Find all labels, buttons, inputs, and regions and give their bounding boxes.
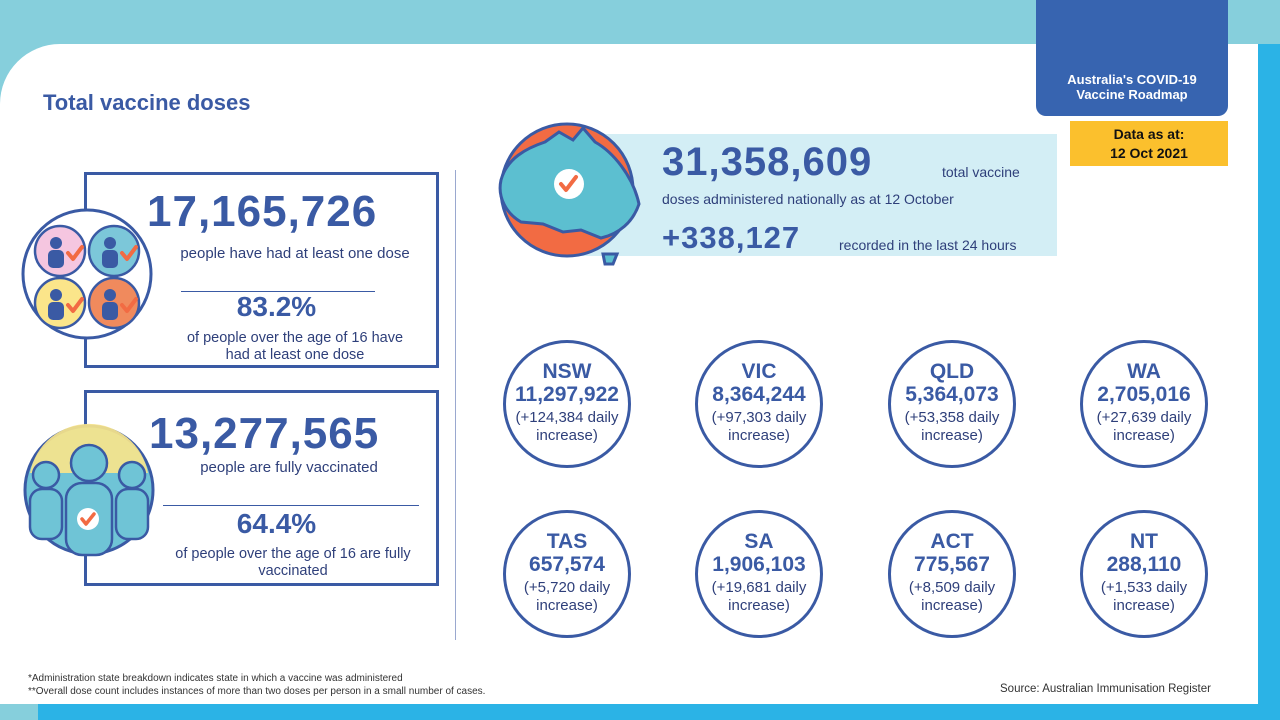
first-dose-count-desc: people have had at least one dose	[180, 245, 410, 262]
state-increase: (+5,720 daily increase)	[506, 579, 628, 615]
state-circle-act: ACT 775,567 (+8,509 daily increase)	[888, 510, 1016, 638]
footnote-dose-count: **Overall dose count includes instances …	[28, 686, 486, 697]
first-dose-percent: 83.2%	[236, 291, 317, 322]
state-increase: (+27,639 daily increase)	[1083, 409, 1205, 445]
fully-vaccinated-count-desc: people are fully vaccinated	[200, 459, 378, 476]
state-increase-line2: increase)	[728, 597, 790, 614]
state-value: 288,110	[1106, 553, 1182, 576]
state-increase-line2: increase)	[921, 427, 983, 444]
australia-map-icon	[498, 122, 641, 266]
state-increase-line1: (+124,384 daily	[515, 409, 619, 426]
state-circle-sa: SA 1,906,103 (+19,681 daily increase)	[695, 510, 823, 638]
data-as-at-badge: Data as at: 12 Oct 2021	[1070, 121, 1228, 166]
state-circle-qld: QLD 5,364,073 (+53,358 daily increase)	[888, 340, 1016, 468]
state-increase: (+53,358 daily increase)	[891, 409, 1013, 445]
fully-vaccinated-percent: 64.4%	[236, 508, 317, 539]
state-increase: (+1,533 daily increase)	[1083, 579, 1205, 615]
state-increase-line1: (+97,303 daily	[711, 409, 807, 426]
first-dose-rule	[181, 291, 375, 292]
national-total-suffix: total vaccine	[942, 164, 1020, 180]
page-title: Total vaccine doses	[43, 90, 251, 115]
state-name: TAS	[546, 530, 588, 553]
state-circle-tas: TAS 657,574 (+5,720 daily increase)	[503, 510, 631, 638]
people-group-icon	[21, 208, 153, 340]
national-total: 31,358,609	[662, 140, 873, 184]
right-border-band	[1258, 44, 1280, 720]
state-increase-line2: increase)	[728, 427, 790, 444]
state-name: SA	[744, 530, 774, 553]
bottom-border-band	[38, 704, 1280, 720]
state-name: NT	[1130, 530, 1158, 553]
state-increase-line2: increase)	[536, 597, 598, 614]
state-name: VIC	[741, 360, 777, 383]
national-total-desc: doses administered nationally as at 12 O…	[662, 191, 954, 207]
state-name: WA	[1127, 360, 1161, 383]
roadmap-line1: Australia's COVID-19	[1067, 72, 1197, 87]
first-dose-box: 17,165,726 people have had at least one …	[84, 172, 439, 368]
state-increase: (+19,681 daily increase)	[698, 579, 820, 615]
crowd-icon	[23, 423, 155, 557]
fully-vaccinated-rule	[163, 505, 419, 506]
state-name: ACT	[930, 530, 974, 553]
first-dose-percent-desc: of people over the age of 16 have had at…	[186, 330, 404, 363]
state-increase: (+97,303 daily increase)	[698, 409, 820, 445]
state-increase-line1: (+19,681 daily	[711, 579, 807, 596]
data-as-at-label: Data as at:	[1113, 125, 1185, 142]
state-increase-line1: (+27,639 daily	[1096, 409, 1192, 426]
state-increase-line1: (+1,533 daily	[1100, 579, 1188, 596]
roadmap-tab: Australia's COVID-19 Vaccine Roadmap	[1036, 0, 1228, 116]
roadmap-line2: Vaccine Roadmap	[1076, 87, 1188, 102]
state-circle-wa: WA 2,705,016 (+27,639 daily increase)	[1080, 340, 1208, 468]
state-value: 11,297,922	[515, 383, 619, 406]
state-increase-line2: increase)	[1113, 597, 1175, 614]
first-dose-count: 17,165,726	[147, 187, 378, 236]
source-label: Source: Australian Immunisation Register	[1000, 683, 1211, 695]
state-value: 8,364,244	[712, 383, 806, 406]
national-increase-desc: recorded in the last 24 hours	[839, 237, 1017, 253]
state-value: 657,574	[529, 553, 605, 576]
state-circle-vic: VIC 8,364,244 (+97,303 daily increase)	[695, 340, 823, 468]
national-increase: +338,127	[662, 220, 801, 255]
state-increase-line2: increase)	[1113, 427, 1175, 444]
state-value: 5,364,073	[905, 383, 999, 406]
state-circle-nsw: NSW 11,297,922 (+124,384 daily increase)	[503, 340, 631, 468]
national-summary-panel: 31,358,609 total vaccine doses administe…	[580, 134, 1057, 256]
state-value: 775,567	[914, 553, 990, 576]
state-name: NSW	[542, 360, 592, 383]
state-increase: (+8,509 daily increase)	[891, 579, 1013, 615]
data-as-at-date: 12 Oct 2021	[1110, 144, 1188, 161]
state-increase-line1: (+8,509 daily	[908, 579, 996, 596]
footnote-state-breakdown: *Administration state breakdown indicate…	[28, 673, 403, 684]
fully-vaccinated-percent-desc: of people over the age of 16 are fully v…	[175, 546, 411, 579]
state-value: 2,705,016	[1097, 383, 1191, 406]
state-circle-nt: NT 288,110 (+1,533 daily increase)	[1080, 510, 1208, 638]
state-increase-line2: increase)	[921, 597, 983, 614]
state-increase-line1: (+53,358 daily	[904, 409, 1000, 426]
state-increase-line1: (+5,720 daily	[523, 579, 611, 596]
state-increase: (+124,384 daily increase)	[506, 409, 628, 445]
state-name: QLD	[929, 360, 975, 383]
fully-vaccinated-count: 13,277,565	[149, 409, 380, 458]
state-increase-line2: increase)	[536, 427, 598, 444]
state-value: 1,906,103	[712, 553, 806, 576]
vertical-divider	[455, 170, 456, 640]
